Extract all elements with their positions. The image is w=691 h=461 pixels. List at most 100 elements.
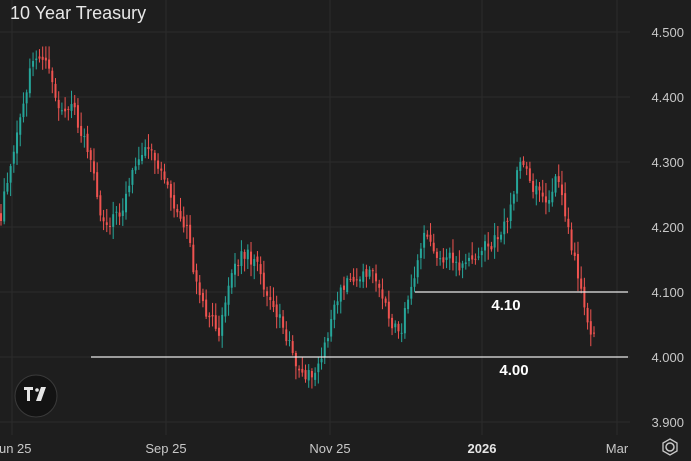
candle-body [400,332,403,334]
candle [153,150,156,174]
x-tick-label: Sep 25 [145,441,186,456]
candle-body [41,56,44,60]
candle [525,161,528,176]
candle [381,278,384,310]
candle-body [153,152,156,161]
candle [493,223,496,259]
x-tick-label: Nov 25 [309,441,350,456]
candle-body [157,160,160,169]
candle-body [176,208,179,213]
candle-body [205,299,208,317]
candle-body [551,191,554,203]
candle-body [35,58,38,61]
candle-body [243,252,246,259]
candle-body [86,133,89,153]
candle [294,350,297,380]
candle-body [304,370,307,380]
candle [394,320,397,333]
candle-body [266,291,269,296]
candle [64,97,67,118]
candle-body [544,196,547,203]
candle [83,128,86,148]
candle-body [317,363,320,373]
candle-body [256,256,259,262]
candle-body [134,166,137,171]
candle-body [144,147,147,156]
candle [35,50,38,70]
candle-body [294,352,297,367]
candle [3,178,6,225]
candle-body [580,278,583,289]
candle-body [564,193,567,217]
x-axis: Jun 25 Sep 25 Nov 25 2026 Mar [0,441,629,456]
candle [320,347,323,370]
candle-body [487,243,490,247]
settings-icon[interactable] [662,438,678,456]
candle-body [48,59,51,69]
candle-body [201,292,204,302]
candle-body [442,257,445,263]
candle-body [503,221,506,235]
candle [173,182,176,218]
candle [557,164,560,188]
candle-body [224,302,227,317]
candle [99,190,102,222]
candle [278,303,281,329]
candle [554,173,557,197]
candle [580,266,583,294]
candle-body [51,70,54,83]
candle [509,192,512,229]
candle-body [118,212,121,217]
candle-body [516,170,519,194]
candle-body [3,191,6,222]
candle-body [44,57,47,61]
candle-body [320,358,323,363]
candle [269,285,272,310]
candle [471,242,474,264]
candle [256,251,259,272]
candle [298,365,301,378]
candle-body [336,301,339,306]
candle-body [567,218,570,228]
candle-body [131,169,134,185]
candle [243,249,246,272]
candle-body [570,229,573,251]
candle [384,296,387,307]
candle-body [493,235,496,248]
candle [512,190,515,211]
candle-body [365,269,368,277]
tradingview-logo-icon[interactable] [14,374,58,418]
candle [259,256,262,285]
candle-body [237,265,240,267]
candle-body [419,248,422,258]
candle-body [89,150,92,160]
candle-body [262,272,265,290]
candle-body [342,285,345,290]
candle [115,206,118,225]
candle [496,225,499,252]
candle [44,46,47,69]
candle-body [355,279,358,281]
candle [548,190,551,213]
candle [528,161,531,183]
candle-body [250,251,253,265]
candle-body [102,217,105,222]
candle-body [246,249,249,260]
candle-body [512,194,515,204]
candle [192,237,195,275]
candle-body [301,368,304,373]
candle-body [92,161,95,174]
candle [368,266,371,280]
candle-body [160,168,163,171]
candle-body [80,125,83,136]
candle [480,247,483,268]
candle-body [432,242,435,252]
y-tick-label: 4.200 [651,220,684,235]
candle-body [108,225,111,227]
candle-body [54,83,57,98]
candle [285,321,288,346]
candle [487,232,490,260]
candle [400,323,403,343]
candle [314,367,317,387]
candle-body [105,222,108,225]
